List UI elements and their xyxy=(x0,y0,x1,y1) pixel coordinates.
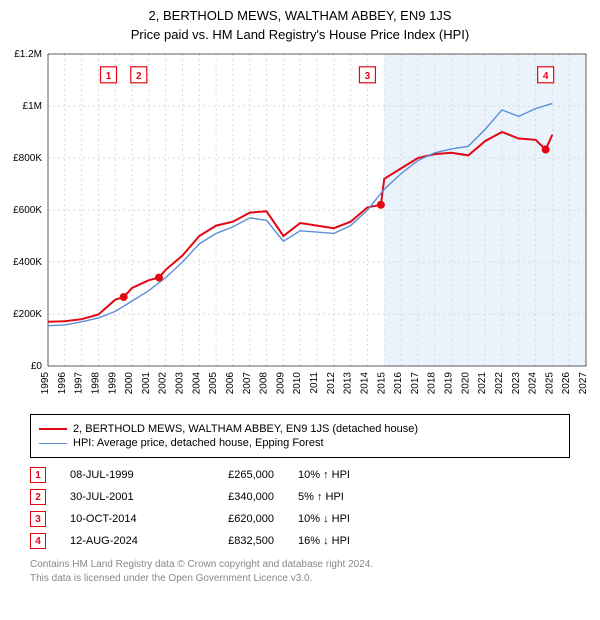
footnote-line1: Contains HM Land Registry data © Crown c… xyxy=(30,558,570,572)
x-tick-label: 2025 xyxy=(544,372,555,395)
x-tick-label: 2007 xyxy=(242,372,253,395)
x-tick-label: 2008 xyxy=(259,372,270,395)
legend-swatch xyxy=(39,443,67,444)
y-tick-label: £800K xyxy=(13,153,42,164)
transaction-date: 12-AUG-2024 xyxy=(70,535,170,547)
x-tick-label: 1999 xyxy=(107,372,118,395)
transaction-label-num: 1 xyxy=(106,71,112,82)
transaction-dot xyxy=(377,201,385,209)
x-tick-label: 2019 xyxy=(444,372,455,395)
transaction-delta: 5% ↑ HPI xyxy=(298,491,398,503)
transaction-date: 10-OCT-2014 xyxy=(70,513,170,525)
transaction-delta: 10% ↑ HPI xyxy=(298,469,398,481)
y-tick-label: £600K xyxy=(13,205,42,216)
footnote: Contains HM Land Registry data © Crown c… xyxy=(30,558,570,585)
transaction-date: 30-JUL-2001 xyxy=(70,491,170,503)
legend-swatch xyxy=(39,428,67,430)
transaction-marker: 1 xyxy=(30,467,46,483)
x-tick-label: 2024 xyxy=(528,372,539,395)
transaction-row: 1 08-JUL-1999 £265,000 10% ↑ HPI xyxy=(30,464,570,486)
transaction-delta: 10% ↓ HPI xyxy=(298,513,398,525)
x-tick-label: 2027 xyxy=(578,372,589,395)
x-tick-label: 1997 xyxy=(74,372,85,395)
transaction-date: 08-JUL-1999 xyxy=(70,469,170,481)
transaction-price: £265,000 xyxy=(194,469,274,481)
transactions-table: 1 08-JUL-1999 £265,000 10% ↑ HPI 2 30-JUL-200… xyxy=(30,464,570,552)
x-tick-label: 2005 xyxy=(208,372,219,395)
x-tick-label: 2020 xyxy=(460,372,471,395)
x-tick-label: 2021 xyxy=(477,372,488,395)
y-tick-label: £0 xyxy=(31,361,43,372)
chart-titles: 2, BERTHOLD MEWS, WALTHAM ABBEY, EN9 1JS… xyxy=(0,0,600,46)
x-tick-label: 2010 xyxy=(292,372,303,395)
x-tick-label: 2002 xyxy=(158,372,169,395)
legend-label: HPI: Average price, detached house, Eppi… xyxy=(73,437,324,449)
transaction-delta: 16% ↓ HPI xyxy=(298,535,398,547)
transaction-row: 3 10-OCT-2014 £620,000 10% ↓ HPI xyxy=(30,508,570,530)
x-tick-label: 2018 xyxy=(427,372,438,395)
x-tick-label: 2016 xyxy=(393,372,404,395)
transaction-row: 2 30-JUL-2001 £340,000 5% ↑ HPI xyxy=(30,486,570,508)
x-tick-label: 2013 xyxy=(343,372,354,395)
transaction-price: £620,000 xyxy=(194,513,274,525)
transaction-dot xyxy=(120,293,128,301)
chart-area: £0 £200K £400K £600K £800K £1M £1.2M 1995 1996 19… xyxy=(0,46,600,406)
x-tick-label: 2009 xyxy=(275,372,286,395)
x-tick-label: 1998 xyxy=(90,372,101,395)
transaction-marker: 4 xyxy=(30,533,46,549)
transaction-label-num: 3 xyxy=(365,71,371,82)
x-tick-label: 1995 xyxy=(40,372,51,395)
legend-row: HPI: Average price, detached house, Eppi… xyxy=(39,437,561,449)
price-chart: £0 £200K £400K £600K £800K £1M £1.2M 1995 1996 19… xyxy=(0,46,600,406)
x-tick-label: 2015 xyxy=(376,372,387,395)
x-tick-label: 2022 xyxy=(494,372,505,395)
x-tick-label: 2001 xyxy=(141,372,152,395)
y-tick-label: £400K xyxy=(13,257,42,268)
legend-row: 2, BERTHOLD MEWS, WALTHAM ABBEY, EN9 1JS… xyxy=(39,423,561,435)
x-tick-label: 2006 xyxy=(225,372,236,395)
transaction-marker: 3 xyxy=(30,511,46,527)
transaction-price: £340,000 xyxy=(194,491,274,503)
transaction-dot xyxy=(542,146,550,154)
legend: 2, BERTHOLD MEWS, WALTHAM ABBEY, EN9 1JS… xyxy=(30,414,570,458)
transaction-price: £832,500 xyxy=(194,535,274,547)
x-tick-label: 2011 xyxy=(309,372,320,394)
page: 2, BERTHOLD MEWS, WALTHAM ABBEY, EN9 1JS… xyxy=(0,0,600,585)
transaction-label-num: 2 xyxy=(136,71,142,82)
x-tick-label: 1996 xyxy=(57,372,68,395)
y-tick-label: £1.2M xyxy=(14,49,42,60)
transaction-row: 4 12-AUG-2024 £832,500 16% ↓ HPI xyxy=(30,530,570,552)
x-tick-label: 2014 xyxy=(359,372,370,395)
y-tick-label: £200K xyxy=(13,309,42,320)
footnote-line2: This data is licensed under the Open Gov… xyxy=(30,572,570,586)
x-tick-label: 2004 xyxy=(191,372,202,395)
x-tick-label: 2003 xyxy=(175,372,186,395)
x-tick-label: 2012 xyxy=(326,372,337,395)
x-tick-label: 2023 xyxy=(511,372,522,395)
x-tick-label: 2017 xyxy=(410,372,421,395)
legend-label: 2, BERTHOLD MEWS, WALTHAM ABBEY, EN9 1JS… xyxy=(73,423,418,435)
transaction-dot xyxy=(155,274,163,282)
chart-title-address: 2, BERTHOLD MEWS, WALTHAM ABBEY, EN9 1JS xyxy=(0,8,600,23)
chart-title-sub: Price paid vs. HM Land Registry's House … xyxy=(0,27,600,42)
y-tick-label: £1M xyxy=(23,101,42,112)
x-tick-label: 2000 xyxy=(124,372,135,395)
x-tick-label: 2026 xyxy=(561,372,572,395)
transaction-marker: 2 xyxy=(30,489,46,505)
transaction-label-num: 4 xyxy=(543,71,549,82)
